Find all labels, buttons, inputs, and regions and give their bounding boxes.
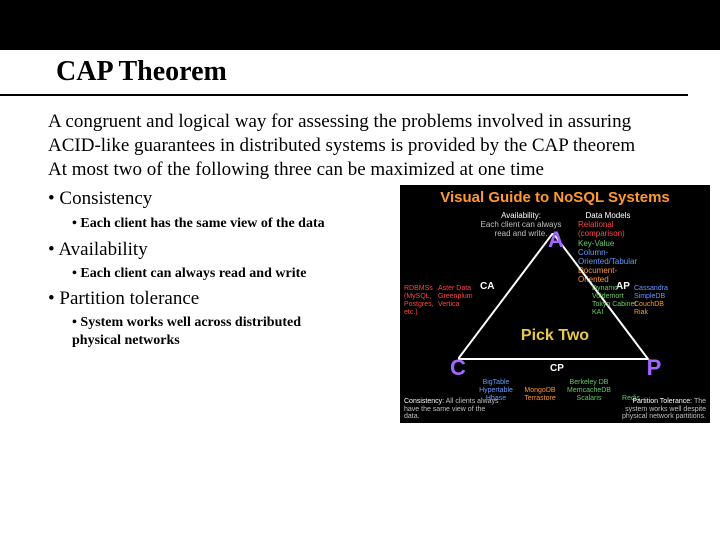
edge-cp: CP xyxy=(550,363,564,374)
consistency-note: Consistency: All clients always have the… xyxy=(404,398,500,421)
nosql-diagram: Visual Guide to NoSQL Systems Availabili… xyxy=(400,185,710,423)
pick-two-label: Pick Two xyxy=(400,327,710,345)
top-black-strip xyxy=(0,0,720,50)
vertex-c: C xyxy=(446,355,470,381)
bullet-availability: • Availability xyxy=(48,239,392,261)
partition-heading: Partition Tolerance: xyxy=(632,398,692,405)
cp-list-2: MongoDBTerrastore xyxy=(520,387,560,403)
slide-title: CAP Theorem xyxy=(0,50,688,96)
paragraph-2: At most two of the following three can b… xyxy=(48,158,684,182)
vertex-a: A xyxy=(544,227,568,253)
cp-list-3: Berkeley DBMemcacheDBScalaris xyxy=(564,379,614,403)
diagram-title: Visual Guide to NoSQL Systems xyxy=(400,189,710,206)
availability-heading: Availability: xyxy=(501,211,541,220)
data-models-heading: Data Models xyxy=(586,211,631,220)
sub-consistency: • Each client has the same view of the d… xyxy=(48,211,348,233)
bullet-partition: • Partition tolerance xyxy=(48,288,392,310)
left-column: • Each client has the same view of the d… xyxy=(48,211,392,423)
paragraph-1: A congruent and logical way for assessin… xyxy=(48,110,684,158)
consistency-heading: Consistency: xyxy=(404,398,444,405)
vertex-p: P xyxy=(642,355,666,381)
sub-availability: • Each client can always read and write xyxy=(48,261,348,283)
partition-note: Partition Tolerance: The system works we… xyxy=(610,398,706,421)
sub-partition: • System works well across distributed p… xyxy=(48,310,348,349)
ca-list-2: Aster DataGreenplumVertica xyxy=(438,285,512,309)
ap-list-2: CassandraSimpleDBCouchDBRiak xyxy=(634,285,708,317)
